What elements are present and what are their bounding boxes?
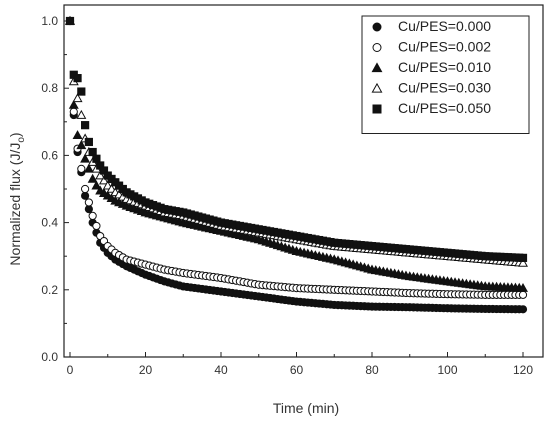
data-point [87,173,98,183]
data-point [84,198,93,207]
x-tick-label: 80 [365,363,379,377]
legend-box [361,15,530,134]
data-point [76,140,87,150]
plot-frame [63,4,544,358]
data-point [84,205,93,214]
data-point [81,121,90,130]
data-point [518,305,528,314]
data-point [77,87,86,96]
legend-marker [372,104,382,114]
x-tick-label: 40 [214,363,228,377]
data-point [80,153,91,163]
data-point [88,147,97,157]
legend-marker [371,82,383,93]
x-tick-label: 20 [139,363,153,377]
data-point [68,99,79,109]
legend-label: Cu/PES=0.030 [398,80,491,96]
data-point [77,164,86,173]
y-axis-title-end: ) [7,132,23,137]
x-axis-title: Time (min) [273,400,339,416]
data-point [92,221,101,231]
y-axis-title: Normalized flux (J/Jo) [7,132,27,265]
data-point [92,154,101,163]
y-tick-label: 0.0 [41,350,58,364]
data-point [72,93,83,103]
legend-marker [372,22,382,32]
series-0 [65,16,528,314]
data-point [65,16,75,26]
series-1 [65,16,528,299]
series-4 [65,16,528,262]
series-2 [65,15,528,292]
data-point [518,253,528,262]
data-point [73,74,82,83]
legend-label: Cu/PES=0.050 [398,100,491,116]
y-tick-label: 0.4 [41,216,58,230]
legend: Cu/PES=0.000 Cu/PES=0.002 Cu/PES=0.010 Cu/P… [361,15,530,134]
y-axis: 0.0 0.2 0.4 0.6 0.8 1.0 [41,14,69,364]
y-tick-label: 0.8 [41,81,58,95]
data-point [518,282,528,292]
y-tick-label: 0.2 [41,283,58,297]
data-point [83,163,94,173]
legend-marker [371,62,383,73]
y-axis-title-main: Normalized flux (J/J [7,143,23,266]
y-tick-label: 0.6 [41,148,58,162]
data-point [81,184,90,194]
x-tick-label: 60 [290,363,304,377]
data-point [88,211,97,220]
legend-label: Cu/PES=0.010 [398,59,491,75]
data-point [84,137,93,147]
legend-marker [372,43,382,52]
data-point [81,191,90,200]
series-layer [65,15,528,314]
data-point [91,180,102,190]
x-tick-label: 100 [437,363,457,377]
y-tick-label: 1.0 [41,14,58,28]
plot-border [63,4,544,358]
data-point [518,290,528,299]
x-axis: 0 20 40 60 80 100 120 [67,352,533,377]
x-tick-label: 120 [513,363,533,377]
legend-label: Cu/PES=0.002 [398,39,491,55]
data-point [518,257,528,267]
y-axis-title-subscript: o [16,137,27,143]
data-point [98,175,109,185]
data-point [95,170,106,180]
data-point [69,107,78,116]
data-point [72,130,83,140]
legend-label: Cu/PES=0.000 [398,18,491,34]
data-point [76,109,87,119]
x-tick-label: 0 [67,363,74,377]
